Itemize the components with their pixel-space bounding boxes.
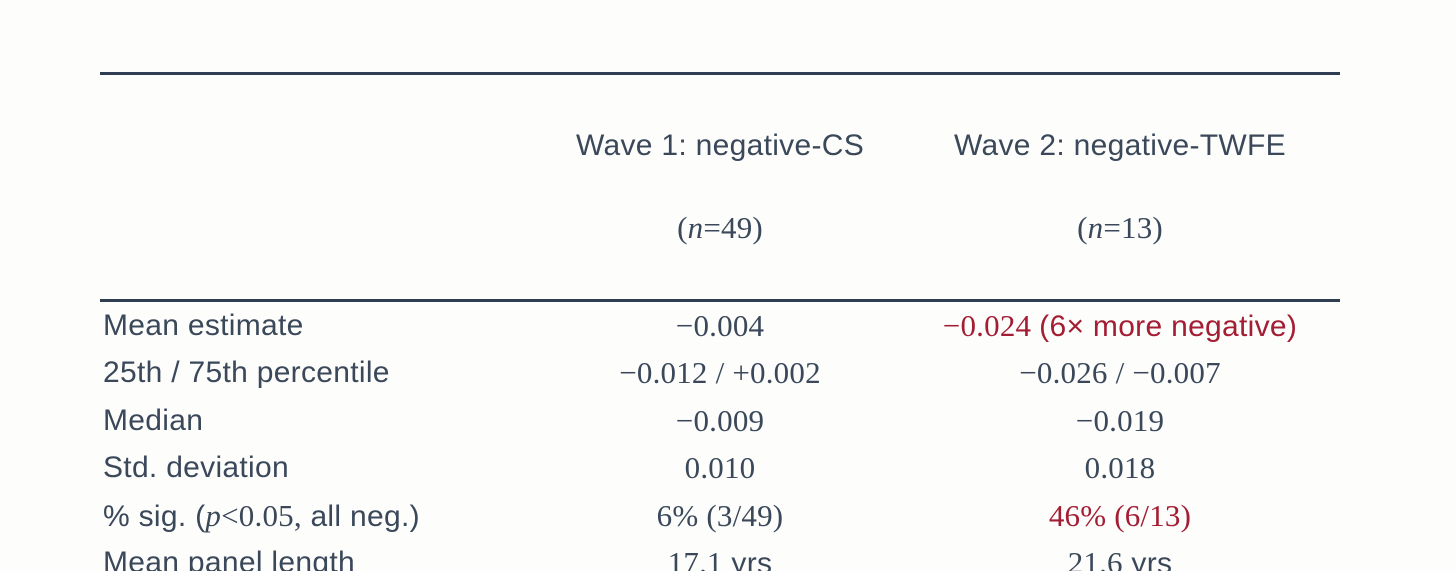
- table-row-mean-estimate: Mean estimate −0.004 −0.024 (6× more neg…: [100, 305, 1340, 352]
- wave1-value: −0.012 / +0.002: [540, 352, 900, 399]
- results-table: Wave 1: negative-CS (n=49) Wave 2: negat…: [100, 72, 1340, 571]
- text-run: Wave 2: negative-TWFE: [954, 129, 1286, 162]
- text-run: 25th / 75th percentile: [103, 356, 390, 390]
- col-header-wave2-n: (n=13): [900, 207, 1340, 254]
- text-run: (6× more negative): [1039, 310, 1298, 343]
- text-run: all neg.): [301, 499, 420, 533]
- text-run: −0.012 / +0.002: [619, 355, 821, 391]
- text-run: yrs: [722, 547, 773, 571]
- wave1-value: 17.1 yrs: [540, 542, 900, 571]
- wave2-value: 0.018: [900, 447, 1340, 494]
- text-run: 6% (3/49): [656, 497, 784, 533]
- text-run: −0.019: [1075, 402, 1165, 438]
- row-label: Mean estimate: [100, 305, 540, 352]
- text-run: <0.05,: [221, 497, 302, 533]
- col-header-wave1-n: (n=49): [540, 207, 900, 254]
- text-run: p: [205, 497, 222, 533]
- text-run: =49): [703, 210, 763, 245]
- text-run: Median: [103, 403, 204, 437]
- top-rule: [100, 72, 1340, 75]
- row-label: Std. deviation: [100, 447, 540, 494]
- wave2-value: −0.024 (6× more negative): [900, 305, 1340, 352]
- text-run: Mean panel length: [103, 546, 355, 571]
- wave2-value: 21.6 yrs: [900, 542, 1340, 571]
- text-run: n: [687, 210, 704, 245]
- text-run: 17.1: [667, 545, 723, 571]
- header-spacer: [100, 89, 540, 290]
- wave1-value: −0.009: [540, 400, 900, 447]
- table-row-std-deviation: Std. deviation 0.010 0.018: [100, 447, 1340, 494]
- text-run: 0.018: [1084, 450, 1156, 486]
- text-run: 0.010: [684, 450, 756, 486]
- text-run: −0.004: [675, 308, 765, 343]
- row-label: Mean panel length: [100, 542, 540, 571]
- table-row-median: Median −0.009 −0.019: [100, 400, 1340, 447]
- text-run: −0.009: [675, 402, 765, 438]
- text-run: Mean estimate: [103, 309, 304, 342]
- text-run: Std. deviation: [103, 451, 289, 485]
- row-label: Median: [100, 400, 540, 447]
- table-body: Mean estimate −0.004 −0.024 (6× more neg…: [100, 302, 1340, 571]
- text-run: n: [1087, 210, 1104, 245]
- wave1-value: 0.010: [540, 447, 900, 494]
- text-run: 46% (6/13): [1048, 497, 1192, 533]
- row-label: % sig. (p<0.05, all neg.): [100, 495, 540, 542]
- text-run: % sig. (: [103, 499, 206, 533]
- text-run: 21.6: [1067, 545, 1123, 571]
- wave2-value: −0.026 / −0.007: [900, 352, 1340, 399]
- table-row-percentiles: 25th / 75th percentile −0.012 / +0.002 −…: [100, 352, 1340, 399]
- text-run: Wave 1: negative-CS: [575, 129, 865, 162]
- text-run: −0.024: [942, 308, 1040, 343]
- text-run: =13): [1103, 210, 1163, 245]
- text-run: (: [1077, 210, 1088, 245]
- text-run: −0.026 / −0.007: [1019, 355, 1221, 391]
- table-row-mean-panel-length: Mean panel length 17.1 yrs 21.6 yrs: [100, 542, 1340, 571]
- col-header-wave1-title: Wave 1: negative-CS: [540, 125, 900, 171]
- wave1-value: −0.004: [540, 305, 900, 352]
- header-rule: [100, 299, 1340, 302]
- wave1-value: 6% (3/49): [540, 495, 900, 542]
- wave2-value: −0.019: [900, 400, 1340, 447]
- row-label: 25th / 75th percentile: [100, 352, 540, 399]
- col-header-wave1: Wave 1: negative-CS (n=49): [540, 89, 900, 290]
- table-header-row: Wave 1: negative-CS (n=49) Wave 2: negat…: [100, 75, 1340, 299]
- col-header-wave2: Wave 2: negative-TWFE (n=13): [900, 89, 1340, 290]
- wave2-value: 46% (6/13): [900, 495, 1340, 542]
- text-run: (: [677, 210, 688, 245]
- table-row-pct-significant: % sig. (p<0.05, all neg.) 6% (3/49) 46% …: [100, 495, 1340, 542]
- text-run: yrs: [1122, 547, 1173, 571]
- col-header-wave2-title: Wave 2: negative-TWFE: [900, 125, 1340, 171]
